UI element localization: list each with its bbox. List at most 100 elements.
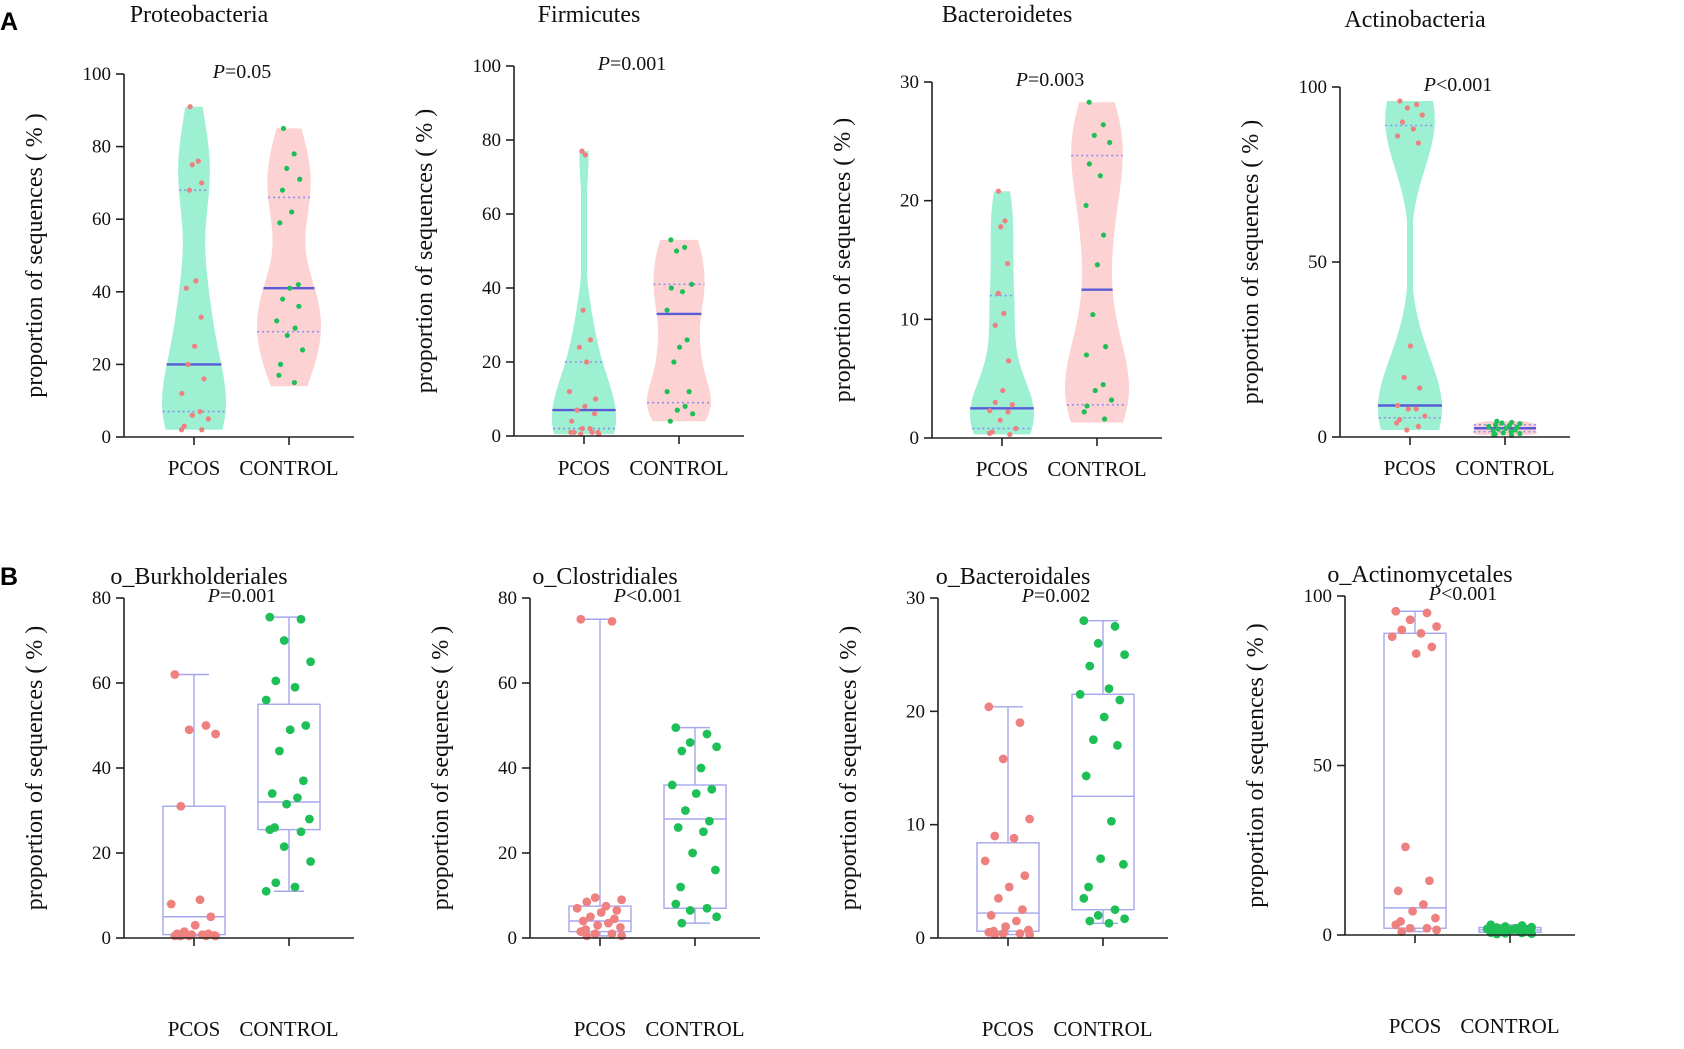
data-point — [590, 893, 600, 903]
data-point — [296, 827, 306, 837]
data-point — [1422, 923, 1432, 933]
p-value-label: P<0.001 — [1428, 583, 1498, 605]
data-point — [1499, 420, 1505, 426]
data-point — [1416, 628, 1426, 638]
data-point — [1399, 119, 1406, 125]
data-point — [576, 344, 582, 350]
p-value-text: =0.002 — [1034, 585, 1090, 607]
data-point — [995, 188, 1002, 194]
data-point — [199, 180, 205, 186]
data-point — [990, 930, 1000, 939]
data-point — [1431, 913, 1440, 923]
y-tick-label: 40 — [92, 758, 111, 779]
data-point — [1009, 402, 1015, 408]
y-tick-label: 100 — [1299, 77, 1328, 98]
x-tick-label: PCOS — [558, 456, 611, 480]
p-value-italic: P — [212, 61, 225, 83]
y-tick-label: 10 — [906, 815, 925, 836]
data-point — [306, 657, 315, 667]
data-point — [1413, 406, 1419, 412]
data-point — [607, 616, 617, 626]
violin-body — [257, 128, 321, 387]
data-point — [1094, 262, 1101, 268]
data-point — [176, 801, 186, 811]
data-point — [712, 912, 721, 922]
data-point — [664, 307, 670, 313]
data-point — [185, 361, 191, 367]
series-pcos — [976, 702, 1040, 939]
data-point — [289, 209, 295, 215]
data-point — [295, 281, 301, 288]
data-point — [998, 929, 1008, 938]
y-tick-label: 80 — [498, 588, 517, 609]
data-point — [580, 307, 586, 313]
data-point — [1093, 910, 1103, 920]
data-point — [593, 396, 599, 402]
data-point — [1081, 771, 1091, 781]
data-point — [691, 789, 701, 798]
p-value-text: =0.003 — [1028, 69, 1084, 91]
x-tick-label: PCOS — [1384, 456, 1437, 480]
y-tick-label: 40 — [498, 758, 517, 779]
data-point — [587, 337, 594, 343]
data-point — [582, 897, 592, 907]
data-point — [1079, 893, 1089, 903]
data-point — [1001, 310, 1007, 316]
data-point — [664, 389, 670, 395]
series-pcos — [552, 148, 616, 437]
data-point — [291, 379, 298, 386]
data-point — [612, 905, 622, 915]
data-point — [1432, 925, 1441, 935]
data-point — [1115, 695, 1125, 705]
data-point — [711, 865, 720, 875]
chart-title: o_Clostridiales — [532, 564, 677, 590]
data-point — [261, 695, 271, 705]
data-point — [1397, 927, 1407, 937]
box — [663, 784, 727, 909]
data-point — [285, 725, 295, 735]
data-point — [667, 780, 677, 790]
data-point — [1517, 430, 1523, 437]
data-point — [1018, 905, 1027, 915]
data-point — [1413, 101, 1420, 108]
data-point — [990, 831, 1000, 841]
panel-label-b: B — [0, 563, 18, 591]
chart-title: o_Bacteroidales — [936, 564, 1091, 590]
y-axis-label: proportion of sequences ( % ) — [1243, 623, 1269, 908]
violin-body — [552, 151, 616, 435]
data-point — [676, 344, 683, 350]
data-point — [271, 676, 281, 686]
y-tick-label: 80 — [92, 588, 111, 609]
y-tick-label: 20 — [92, 843, 111, 864]
data-point — [296, 614, 306, 624]
data-point — [688, 848, 697, 858]
x-tick-label: PCOS — [574, 1017, 627, 1041]
y-tick-label: 60 — [92, 673, 111, 694]
chart-title: Actinobacteria — [1344, 7, 1486, 33]
y-tick-label: 50 — [1313, 756, 1332, 777]
p-value-italic: P — [207, 585, 220, 607]
y-tick-label: 20 — [900, 191, 919, 212]
chart-7: o_Actinomycetales proportion of sequences… — [1243, 562, 1575, 1038]
data-point — [1012, 916, 1021, 926]
p-value-italic: P — [1021, 585, 1034, 607]
chart-1: Firmicutes proportion of sequences ( % ) P… — [412, 2, 744, 480]
data-point — [1427, 642, 1437, 652]
data-point — [192, 343, 198, 349]
series-control — [1065, 99, 1129, 423]
series-control — [1473, 418, 1537, 438]
data-point — [568, 429, 574, 435]
data-point — [1527, 929, 1536, 939]
data-point — [1000, 387, 1006, 394]
p-value-label: P=0.002 — [1021, 585, 1091, 607]
data-point — [689, 281, 695, 287]
data-point — [673, 823, 683, 832]
data-point — [566, 389, 573, 395]
data-point — [1425, 876, 1434, 886]
data-point — [1517, 421, 1523, 427]
y-tick-label: 0 — [102, 928, 112, 949]
chart-title: Proteobacteria — [130, 2, 269, 28]
p-value-label: P=0.05 — [212, 61, 272, 83]
data-point — [1104, 918, 1114, 928]
data-point — [1405, 923, 1415, 933]
